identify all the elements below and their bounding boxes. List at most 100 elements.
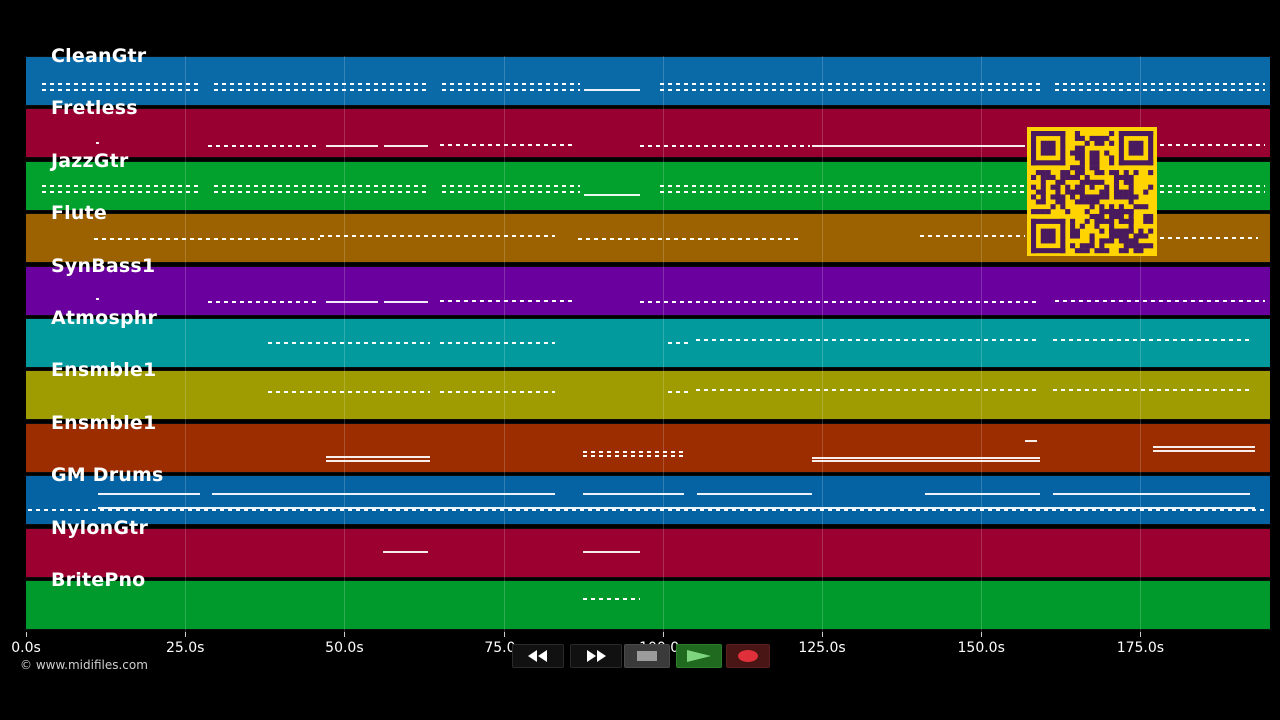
midi-note [1160,190,1265,193]
midi-note [384,300,428,303]
midi-note [583,450,686,453]
midi-note [584,89,640,91]
midi-note [1025,439,1037,442]
track-label: Ensmble1 [51,359,157,382]
midi-note [668,391,688,394]
midi-note [640,300,1040,303]
record-button[interactable] [726,644,770,668]
midi-note [326,300,378,303]
midi-note [812,456,1040,459]
play-button[interactable] [676,644,722,668]
tick-mark [662,632,664,637]
midi-note [583,550,640,553]
midi-note [660,184,1025,187]
record-icon [738,650,758,662]
grid-line [1140,56,1142,632]
track-label: Fretless [51,97,138,120]
midi-note [442,190,580,193]
midi-note [42,184,200,187]
midi-note [214,190,430,193]
tick-mark [503,632,505,637]
midi-note [584,193,640,196]
midi-note [697,493,812,496]
play-icon [687,650,711,662]
track-label: BritePno [51,569,146,591]
tick-mark [185,632,187,637]
midi-note [208,300,320,303]
midi-note [208,145,320,148]
midi-note [1055,299,1265,302]
midi-note [326,455,430,458]
midi-note [268,342,430,344]
grid-line [344,56,346,632]
tick-mark [1140,632,1142,637]
midi-note [1160,184,1265,187]
track-lane [26,265,1270,316]
midi-note [1055,83,1265,85]
grid-line [662,56,664,632]
midi-note [583,493,684,496]
rewind-button[interactable] [512,644,564,668]
tick-mark [344,632,346,637]
midi-note [440,144,572,147]
midi-note [920,235,1025,238]
midi-note [1153,445,1255,448]
midi-note [42,89,200,91]
tick-label: 175.0s [1116,640,1165,656]
midi-note [1153,449,1255,452]
midi-note [1053,339,1250,341]
track-lane [26,580,1270,630]
midi-note [583,454,686,457]
tick-mark [822,632,823,637]
midi-note [326,145,378,148]
track-label: Atmosphr [51,307,158,329]
midi-note [94,238,320,241]
midi-note [214,89,430,91]
fast-forward-button[interactable] [570,644,622,668]
midi-note [925,493,1040,496]
midi-note [1053,493,1250,496]
track-lane [26,422,1270,473]
midi-note [212,493,555,496]
midi-note [668,342,688,344]
grid-line [981,56,983,632]
track-label: Ensmble1 [51,411,157,434]
midi-note [578,238,800,241]
track-label: NylonGtr [51,516,149,539]
midi-note [660,83,1040,85]
track-lane [26,475,1270,526]
transport-controls [510,642,772,670]
grid-line [822,56,823,632]
qr-code-image [1027,127,1157,256]
midi-note [583,598,640,600]
midi-note [42,83,200,85]
midi-note [660,190,1025,193]
rewind-icon [528,650,547,662]
stop-button[interactable] [624,644,670,668]
grid-line [185,56,187,632]
midi-note [96,142,99,145]
midi-note [268,391,430,394]
midi-note [696,339,1040,341]
track-label: JazzGtr [51,149,129,172]
track-label: Flute [51,202,107,225]
track-lane [26,527,1270,578]
midi-note [96,297,99,300]
stop-icon [637,651,657,661]
midi-note [812,145,1025,148]
midi-note [660,89,1040,91]
track-lane [26,370,1270,421]
track-lane [26,318,1270,368]
midi-note [440,342,555,344]
midi-note [42,190,200,193]
grid-line [503,56,505,632]
midi-note [1160,144,1265,147]
tick-mark [981,632,983,637]
midi-note [98,507,1255,510]
midi-note [28,509,1265,512]
midi-note [640,145,810,148]
tick-label: 150.0s [957,640,1005,656]
midi-note [1053,389,1250,392]
tick-label: 0.0s [11,640,41,656]
